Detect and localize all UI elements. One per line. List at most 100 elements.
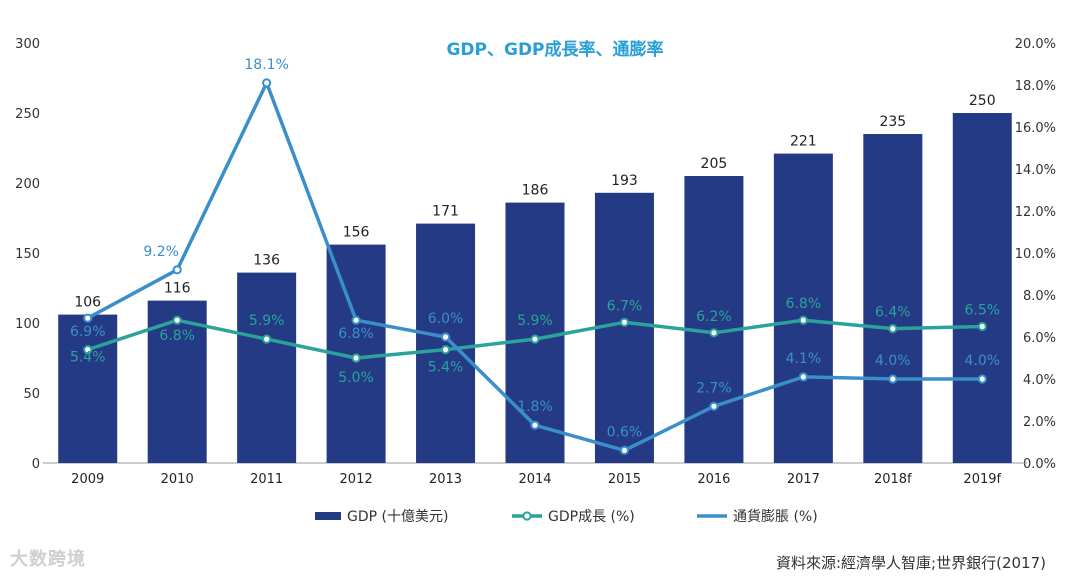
bar-value-label: 171 — [432, 204, 459, 220]
growth-point — [798, 315, 808, 325]
y-right-tick-label: 0.0% — [1023, 457, 1056, 472]
y-left-tick-label: 300 — [15, 37, 40, 52]
inflation-point — [83, 313, 93, 323]
growth-point — [977, 321, 987, 332]
growth-point — [709, 328, 719, 338]
growth-value-label: 6.8% — [786, 296, 822, 312]
x-tick-label: 2014 — [518, 472, 551, 487]
y-right-tick-label: 4.0% — [1023, 373, 1056, 388]
bar — [773, 153, 833, 463]
bar-value-label: 136 — [253, 253, 280, 269]
x-tick-label: 2010 — [161, 472, 194, 487]
inflation-value-label: 18.1% — [244, 57, 288, 73]
bar — [58, 314, 118, 463]
watermark-logo: 大数跨境 — [10, 549, 86, 570]
x-tick-label: 2009 — [71, 472, 104, 487]
growth-value-label: 5.9% — [517, 313, 553, 329]
x-tick-label: 2016 — [697, 472, 730, 487]
x-tick-label: 2018f — [874, 472, 912, 487]
growth-value-label: 6.8% — [159, 328, 195, 344]
inflation-value-label: 6.8% — [338, 326, 374, 342]
bar-value-label: 186 — [522, 183, 549, 199]
growth-point — [83, 345, 93, 355]
inflation-value-label: 4.0% — [875, 353, 911, 369]
y-left-tick-label: 100 — [15, 317, 40, 332]
inflation-point — [619, 445, 630, 455]
y-right-tick-label: 6.0% — [1023, 331, 1056, 346]
bar-value-label: 221 — [790, 134, 817, 150]
inflation-point — [351, 315, 361, 325]
growth-point — [440, 345, 451, 355]
growth-point — [262, 334, 272, 344]
legend-label-growth: GDP成長 (%) — [548, 509, 635, 525]
bar-value-label: 106 — [74, 295, 101, 311]
inflation-point — [440, 332, 451, 342]
growth-point — [172, 315, 182, 325]
growth-value-label: 6.7% — [607, 298, 643, 314]
inflation-point — [172, 265, 182, 275]
inflation-value-label: 9.2% — [143, 244, 179, 260]
source-note: 資料來源:經濟學人智庫;世界銀行(2017) — [776, 554, 1046, 572]
chart-title: GDP、GDP成長率、通膨率 — [446, 39, 663, 60]
inflation-point — [530, 420, 540, 430]
x-tick-label: 2012 — [340, 472, 373, 487]
growth-value-label: 6.5% — [964, 303, 1000, 319]
y-left-tick-label: 50 — [23, 387, 40, 402]
y-right-tick-label: 10.0% — [1015, 247, 1056, 262]
y-right-tick-label: 18.0% — [1015, 79, 1056, 94]
inflation-value-label: 4.1% — [786, 351, 822, 367]
growth-point — [888, 324, 898, 334]
inflation-point — [709, 401, 719, 411]
x-tick-label: 2019f — [963, 472, 1001, 487]
growth-value-label: 6.4% — [875, 305, 911, 321]
growth-value-label: 5.4% — [70, 350, 106, 366]
legend-marker-growth — [522, 511, 532, 521]
y-right-tick-label: 2.0% — [1023, 415, 1056, 430]
bar-value-label: 250 — [969, 93, 996, 109]
inflation-point — [888, 374, 898, 384]
bar-value-label: 193 — [611, 173, 638, 189]
y-left-tick-label: 250 — [15, 107, 40, 122]
bar-value-label: 156 — [343, 225, 370, 241]
inflation-value-label: 0.6% — [607, 424, 643, 440]
inflation-value-label: 1.8% — [517, 399, 553, 415]
x-tick-label: 2013 — [429, 472, 462, 487]
bar — [505, 202, 565, 463]
bar-value-label: 205 — [701, 156, 728, 172]
bar — [863, 134, 923, 463]
y-right-tick-label: 14.0% — [1015, 163, 1056, 178]
y-left-tick-label: 150 — [15, 247, 40, 262]
inflation-point — [977, 374, 987, 384]
legend-label-gdp: GDP (十億美元) — [347, 509, 448, 525]
growth-value-label: 5.4% — [428, 360, 464, 376]
y-right-tick-label: 16.0% — [1015, 121, 1056, 136]
bar — [952, 113, 1012, 463]
inflation-value-label: 4.0% — [964, 353, 1000, 369]
growth-point — [530, 334, 540, 344]
legend-label-inflation: 通貨膨脹 (%) — [733, 508, 818, 525]
inflation-point — [798, 372, 808, 382]
growth-point — [351, 353, 361, 363]
y-right-tick-label: 12.0% — [1015, 205, 1056, 220]
growth-point — [619, 317, 630, 327]
growth-value-label: 6.2% — [696, 309, 732, 325]
bar-value-label: 116 — [164, 281, 191, 297]
legend-swatch-gdp — [315, 512, 341, 520]
growth-value-label: 5.0% — [338, 370, 374, 386]
inflation-value-label: 6.0% — [428, 311, 464, 327]
bar — [237, 272, 297, 463]
inflation-value-label: 6.9% — [70, 324, 106, 340]
bar-value-label: 235 — [879, 114, 906, 130]
bar — [416, 223, 476, 463]
y-right-tick-label: 20.0% — [1015, 37, 1056, 52]
y-left-tick-label: 200 — [15, 177, 40, 192]
x-tick-label: 2017 — [787, 472, 820, 487]
growth-value-label: 5.9% — [249, 313, 285, 329]
y-right-tick-label: 8.0% — [1023, 289, 1056, 304]
bar — [594, 192, 654, 464]
inflation-point — [262, 78, 272, 88]
x-tick-label: 2011 — [250, 472, 283, 487]
y-left-tick-label: 0 — [32, 457, 40, 472]
x-tick-label: 2015 — [608, 472, 641, 487]
